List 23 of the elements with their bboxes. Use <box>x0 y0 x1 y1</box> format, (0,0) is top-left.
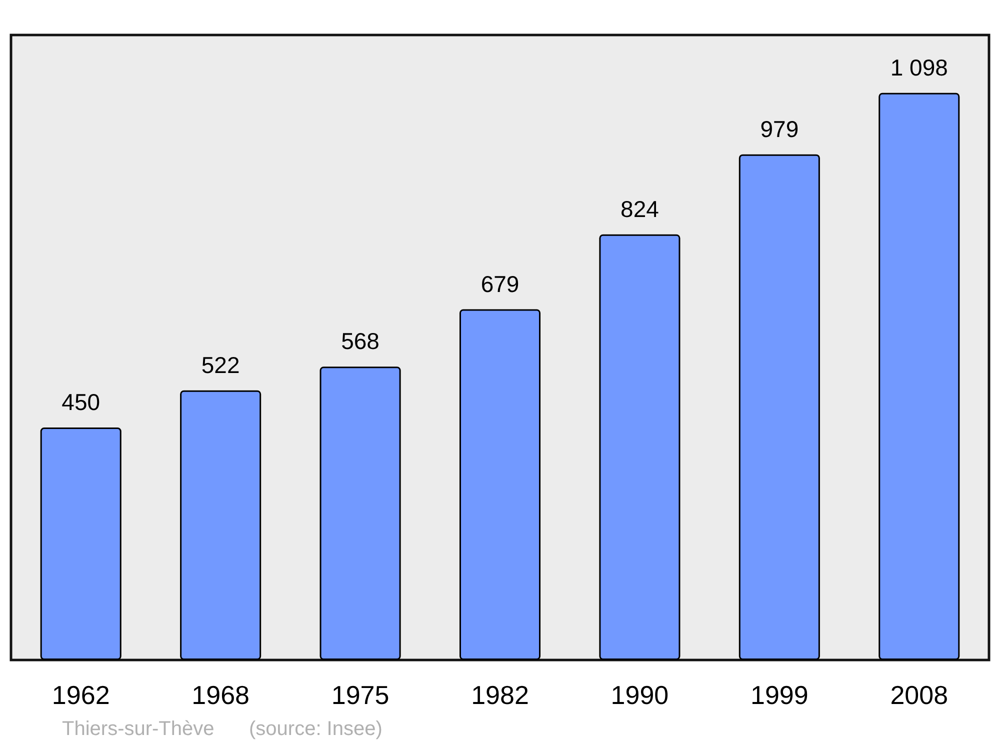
bar <box>599 234 680 660</box>
x-tick-label: 1982 <box>471 680 529 710</box>
data-label: 979 <box>760 116 799 142</box>
bar <box>320 366 401 660</box>
x-tick-label: 1962 <box>52 680 110 710</box>
bar <box>738 154 820 660</box>
x-tick-label: 2008 <box>890 680 948 710</box>
bar <box>40 428 122 660</box>
data-label: 679 <box>480 270 520 297</box>
bar <box>180 390 262 660</box>
data-label: 1 098 <box>890 54 948 80</box>
bar <box>459 309 541 660</box>
x-tick-label: 1999 <box>750 680 808 710</box>
x-tick-label: 1968 <box>192 680 250 710</box>
data-label: 568 <box>341 328 380 354</box>
data-label: 824 <box>620 196 660 222</box>
bar <box>878 92 960 660</box>
x-tick-label: 1975 <box>331 680 390 710</box>
text: Thiers-sur-Thève <box>62 718 214 740</box>
data-label: 450 <box>62 389 100 416</box>
data-label: 522 <box>201 352 240 378</box>
x-tick-label: 1990 <box>610 680 669 710</box>
text: (source: Insee) <box>249 718 382 740</box>
